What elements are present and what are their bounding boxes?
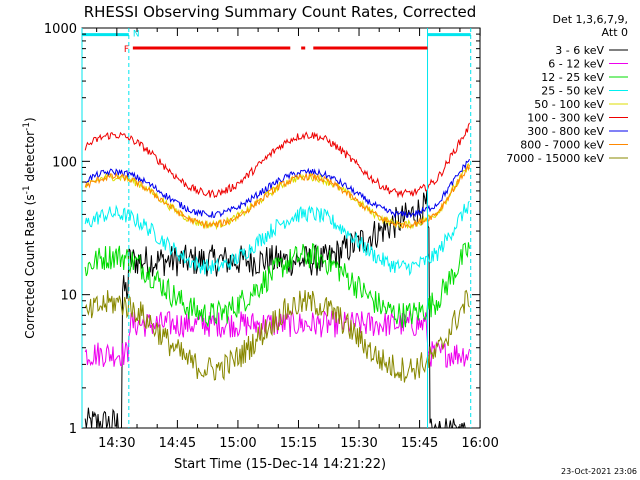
series-line-6 (84, 122, 470, 199)
x-tick-label: 14:30 (98, 436, 135, 451)
legend-header-line1: Det 1,3,6,7,9, (552, 13, 628, 26)
x-tick-label: 14:45 (159, 436, 196, 451)
flags-layer: NF (81, 28, 472, 428)
y-label-sup2: -1 (22, 122, 32, 131)
legend-label-7: 300 - 800 keV (527, 125, 604, 138)
x-axis: 14:30 14:45 15:00 15:15 15:30 15:45 16:00 (96, 28, 499, 451)
y-tick-label: 100 (52, 155, 77, 170)
series-line-7 (84, 158, 470, 219)
legend-label-3: 12 - 25 keV (541, 71, 604, 84)
chart-title: RHESSI Observing Summary Count Rates, Co… (84, 3, 477, 21)
x-tick-label: 15:30 (340, 436, 377, 451)
legend-label-2: 6 - 12 keV (548, 58, 604, 71)
y-label-sup1: -1 (22, 185, 32, 194)
flare-flag-label: F (124, 45, 129, 55)
series-line-9 (84, 289, 470, 383)
x-axis-label: Start Time (15-Dec-14 14:21:22) (174, 457, 386, 472)
night-flag-label: N (133, 30, 140, 40)
x-tick-label: 15:00 (219, 436, 256, 451)
x-tick-label: 15:15 (280, 436, 317, 451)
legend-label-1: 3 - 6 keV (555, 44, 604, 57)
legend-header-line2: Att 0 (602, 26, 628, 39)
y-axis: 1 10 100 1000 (44, 22, 480, 437)
y-label-mid: detector (23, 131, 37, 186)
y-axis-label: Corrected Count Rate (s-1 detector-1) (22, 117, 37, 338)
series-line-5 (84, 162, 470, 231)
y-label-main: Corrected Count Rate (s (23, 194, 37, 338)
x-tick-label: 16:00 (461, 436, 498, 451)
series-line-3 (84, 242, 470, 328)
x-tick-label: 15:45 (401, 436, 438, 451)
y-label-end: ) (23, 117, 37, 122)
y-tick-label: 1000 (44, 22, 77, 37)
y-tick-label: 10 (60, 289, 77, 304)
legend-label-6: 100 - 300 keV (527, 112, 604, 125)
legend-label-4: 25 - 50 keV (541, 85, 604, 98)
series-line-4 (84, 200, 470, 277)
legend-label-8: 800 - 7000 keV (520, 139, 604, 152)
legend-label-5: 50 - 100 keV (534, 98, 604, 111)
y-tick-label: 1 (69, 422, 77, 437)
series-layer (84, 122, 470, 429)
series-line-8 (84, 164, 470, 230)
generation-timestamp: 23-Oct-2021 23:06 (561, 467, 637, 476)
legend-label-9: 7000 - 15000 keV (506, 152, 604, 165)
